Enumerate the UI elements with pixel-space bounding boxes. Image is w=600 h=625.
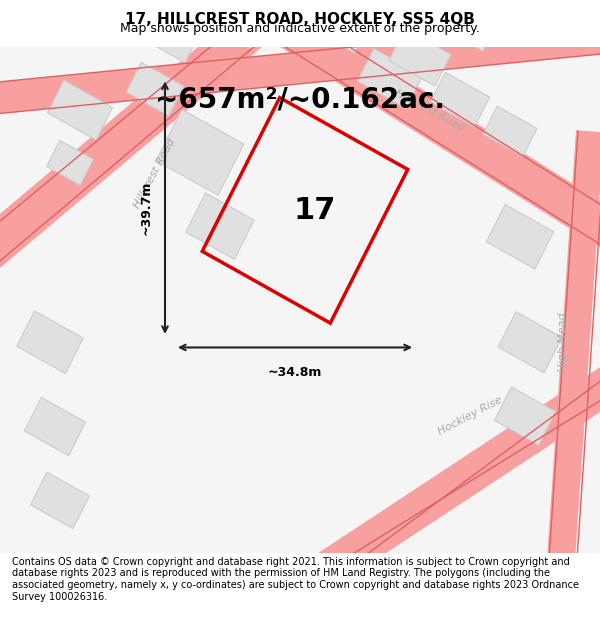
Polygon shape xyxy=(156,109,244,195)
Text: ~657m²/~0.162ac.: ~657m²/~0.162ac. xyxy=(155,86,445,114)
Polygon shape xyxy=(186,193,254,259)
Text: 17, HILLCREST ROAD, HOCKLEY, SS5 4QB: 17, HILLCREST ROAD, HOCKLEY, SS5 4QB xyxy=(125,12,475,27)
Text: 17: 17 xyxy=(294,196,336,225)
Polygon shape xyxy=(47,141,94,186)
Polygon shape xyxy=(430,72,490,127)
Polygon shape xyxy=(389,29,451,86)
Polygon shape xyxy=(310,0,370,53)
Polygon shape xyxy=(126,62,184,116)
Polygon shape xyxy=(17,311,83,374)
Polygon shape xyxy=(358,49,422,108)
Text: ~34.8m: ~34.8m xyxy=(268,366,322,379)
Polygon shape xyxy=(47,80,112,140)
Polygon shape xyxy=(494,387,556,445)
Polygon shape xyxy=(0,21,600,116)
Polygon shape xyxy=(443,1,497,51)
Polygon shape xyxy=(31,472,89,529)
Text: High Mead: High Mead xyxy=(558,312,568,372)
Text: Map shows position and indicative extent of the property.: Map shows position and indicative extent… xyxy=(120,22,480,35)
Text: Contains OS data © Crown copyright and database right 2021. This information is : Contains OS data © Crown copyright and d… xyxy=(12,557,579,601)
Polygon shape xyxy=(25,398,86,456)
Text: Hillcrest Road: Hillcrest Road xyxy=(394,88,467,132)
Polygon shape xyxy=(310,347,600,591)
Polygon shape xyxy=(546,130,600,575)
Polygon shape xyxy=(483,106,537,156)
Text: Hockley Rise: Hockley Rise xyxy=(436,395,504,437)
Polygon shape xyxy=(215,2,265,49)
Polygon shape xyxy=(498,312,562,372)
Text: Hillcrest Road: Hillcrest Road xyxy=(133,137,178,210)
Polygon shape xyxy=(0,0,292,274)
Polygon shape xyxy=(240,0,600,254)
Text: ~39.7m: ~39.7m xyxy=(140,181,153,235)
Polygon shape xyxy=(487,204,554,269)
Polygon shape xyxy=(141,10,199,62)
